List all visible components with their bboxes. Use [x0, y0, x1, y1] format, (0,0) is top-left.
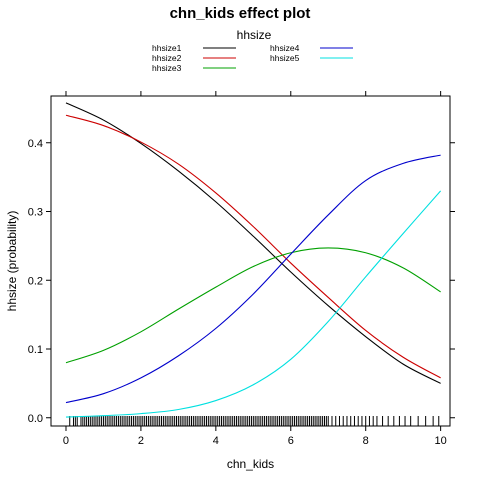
plot-frame: [50, 95, 451, 427]
legend-label-hhsize2: hhsize2: [152, 53, 182, 63]
series-line-hhsize3: [65, 247, 441, 364]
x-tick-label: 8: [363, 435, 369, 447]
y-tick-label: 0.0: [28, 413, 43, 425]
y-tick-label: 0.3: [28, 207, 43, 219]
legend-label-hhsize1: hhsize1: [152, 43, 182, 53]
series-lines: [65, 102, 442, 418]
legend-title: hhsize: [237, 28, 272, 42]
x-tick-label: 0: [63, 435, 69, 447]
y-tick-label: 0.2: [28, 275, 43, 287]
legend-label-hhsize5: hhsize5: [270, 53, 300, 63]
rug-plot: [69, 416, 440, 426]
y-tick-label: 0.1: [28, 344, 43, 356]
x-tick-label: 6: [288, 435, 294, 447]
y-tick-label: 0.4: [28, 138, 43, 150]
axes: 0 2 4 6 8 10 0.0 0.1 0.2 0.3 0.4: [28, 91, 455, 447]
x-axis-label: chn_kids: [227, 457, 274, 471]
legend-label-hhsize4: hhsize4: [270, 43, 300, 53]
legend-label-hhsize3: hhsize3: [152, 63, 182, 73]
series-line-hhsize5: [65, 190, 442, 418]
x-tick-label: 10: [435, 435, 447, 447]
series-line-hhsize2: [65, 114, 441, 379]
y-axis-label: hhsize (probability): [5, 211, 19, 312]
series-line-hhsize4: [65, 154, 441, 404]
x-tick-label: 4: [213, 435, 219, 447]
chart-title: chn_kids effect plot: [170, 5, 311, 22]
x-tick-label: 2: [138, 435, 144, 447]
